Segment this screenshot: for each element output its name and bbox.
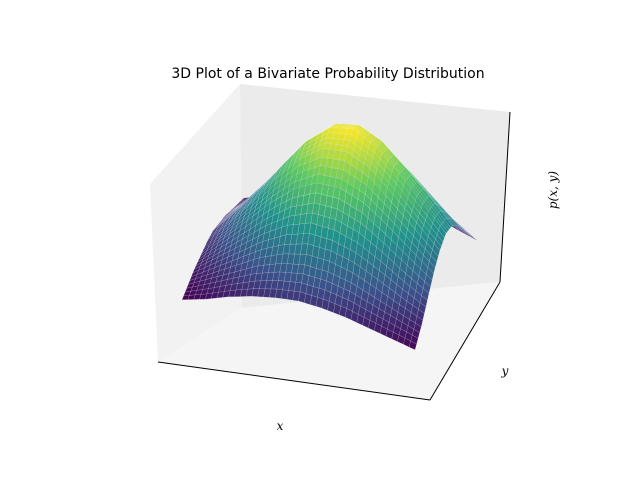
surface-facet <box>449 218 458 226</box>
surface-facet <box>415 316 423 328</box>
surface-facet <box>452 218 461 227</box>
axis-lines <box>157 111 511 401</box>
surface-facet <box>416 309 425 321</box>
surface-plot <box>181 123 478 351</box>
surface-facet <box>419 295 428 308</box>
surface-facet <box>439 223 448 234</box>
surface-facet <box>461 227 470 234</box>
surface-facet <box>453 220 462 228</box>
chart-title: 3D Plot of a Bivariate Probability Distr… <box>171 66 484 82</box>
y-axis-line <box>429 281 501 401</box>
surface-facet <box>438 225 447 239</box>
surface-facet <box>433 238 442 251</box>
x-axis-label: x <box>277 419 284 433</box>
y-axis-label: y <box>501 364 509 378</box>
x-axis-line <box>157 361 431 401</box>
surface-facet <box>408 340 417 351</box>
surface-facet <box>436 229 445 243</box>
surface-facet <box>455 221 464 229</box>
surface-facet <box>463 228 471 236</box>
z-axis-line <box>499 111 511 283</box>
surface-facet <box>466 232 475 238</box>
z-axis-label: p(x, y) <box>546 171 560 210</box>
